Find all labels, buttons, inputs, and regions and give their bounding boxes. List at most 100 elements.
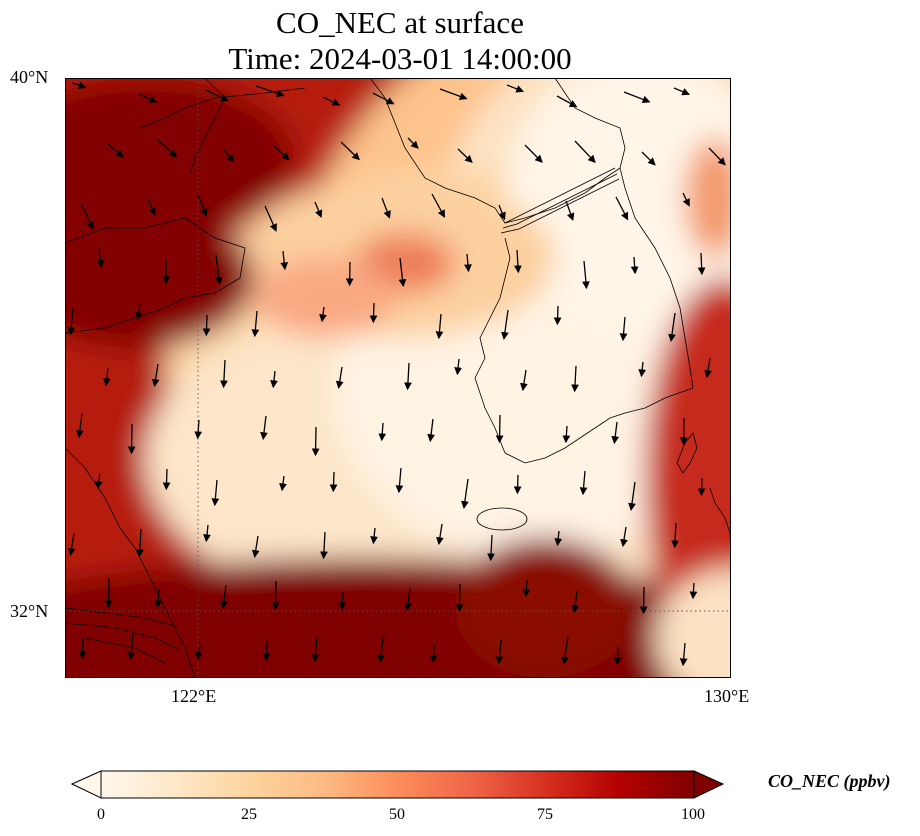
wind-arrow	[689, 582, 698, 600]
wind-arrow	[104, 577, 113, 609]
wind-arrow	[127, 633, 136, 661]
colorbar-gradient	[101, 771, 694, 798]
wind-arrow	[271, 580, 280, 611]
wind-arrow	[454, 358, 462, 376]
wind-arrow	[495, 639, 504, 665]
wind-arrow	[464, 253, 472, 273]
wind-arrow	[335, 366, 344, 389]
wind-arrow	[501, 309, 509, 340]
wind-arrow	[251, 310, 260, 338]
wind-arrow	[78, 637, 87, 660]
wind-arrow	[565, 200, 575, 222]
wind-arrow	[194, 419, 203, 440]
korea-west-coast	[474, 237, 511, 454]
wind-arrow	[202, 314, 211, 337]
wind-arrow	[96, 247, 105, 269]
map-panel	[65, 78, 731, 678]
wind-arrow	[431, 193, 446, 218]
wind-arrow	[562, 425, 571, 444]
wind-arrow	[205, 89, 229, 102]
wind-arrow	[561, 635, 569, 665]
wind-arrow	[498, 204, 506, 221]
wind-arrow	[697, 252, 706, 276]
wind-arrow	[671, 522, 679, 549]
wind-vectors	[67, 81, 726, 667]
wind-arrow	[435, 313, 444, 340]
colorbar-tick-100: 100	[681, 806, 705, 823]
colorbar-extend-min	[71, 770, 102, 799]
korea-south-coast	[504, 387, 694, 464]
wind-arrow	[319, 306, 327, 323]
wind-arrow	[251, 535, 260, 558]
concentration-map	[65, 78, 731, 678]
wind-arrow	[697, 477, 706, 497]
wind-arrow	[154, 588, 163, 609]
wind-arrow	[369, 302, 378, 324]
wind-arrow	[487, 534, 495, 562]
wind-arrow	[582, 260, 590, 290]
china-coast-north	[139, 87, 306, 129]
wind-arrow	[615, 196, 629, 221]
wind-arrow	[436, 523, 444, 546]
wind-arrow	[134, 303, 143, 321]
wind-arrow	[381, 197, 391, 219]
colorbar-label: CO_NEC (ppbv)	[768, 771, 891, 791]
wind-arrow	[136, 528, 144, 558]
colorbar-tick-0: 0	[97, 806, 105, 823]
wind-arrow	[322, 96, 341, 106]
wind-arrow	[220, 359, 228, 389]
wind-arrow	[103, 367, 111, 387]
yangtze-estuary	[65, 607, 181, 664]
wind-arrow	[71, 81, 87, 90]
wind-arrow	[211, 479, 220, 507]
wind-arrow	[162, 468, 171, 491]
wind-arrow	[338, 591, 347, 611]
wind-arrow	[404, 587, 412, 612]
korea-east-coast	[619, 167, 694, 389]
wind-arrow	[524, 144, 543, 163]
co-concentration-field	[65, 78, 731, 678]
lat-label-40n: 40°N	[10, 67, 49, 87]
wind-arrow	[197, 194, 208, 217]
wind-arrow	[679, 417, 688, 446]
wind-arrow	[151, 363, 160, 387]
wind-arrow	[260, 415, 268, 441]
wind-arrow	[280, 250, 289, 271]
wind-arrow	[67, 532, 76, 556]
colorbar-tick-50: 50	[389, 806, 405, 823]
wind-arrow	[314, 201, 323, 219]
wind-arrow	[708, 147, 726, 166]
wind-arrow	[639, 586, 648, 615]
wind-arrow	[106, 142, 124, 158]
wind-arrow	[457, 148, 473, 163]
wind-arrow	[262, 640, 271, 662]
wind-arrow	[554, 530, 563, 547]
jeju-island	[476, 507, 528, 531]
wind-arrow	[620, 526, 628, 548]
wind-arrow	[514, 249, 522, 274]
korea-northeast-coast	[554, 78, 626, 169]
wind-arrow	[520, 369, 528, 392]
wind-arrow	[522, 579, 531, 598]
wind-arrow	[461, 478, 469, 509]
wind-arrow	[574, 140, 596, 164]
wind-arrow	[439, 88, 468, 101]
wind-arrow	[270, 370, 278, 389]
wind-arrow	[630, 256, 639, 275]
wind-arrow	[127, 423, 136, 455]
wind-arrow	[427, 418, 435, 443]
wind-arrow	[611, 421, 620, 445]
wind-arrow	[255, 85, 285, 97]
tsushima-island	[676, 432, 698, 474]
wind-arrow	[429, 643, 438, 664]
wind-arrow	[495, 414, 504, 444]
wind-arrow	[220, 584, 228, 610]
wind-arrow	[613, 646, 622, 666]
colorbar-tick-75: 75	[537, 806, 553, 823]
wind-arrow	[553, 305, 562, 326]
wind-arrow	[679, 642, 688, 667]
lat-label-32n: 32°N	[10, 601, 49, 621]
wind-arrow	[378, 422, 387, 442]
wind-arrow	[311, 636, 320, 663]
wind-arrow	[579, 470, 588, 496]
